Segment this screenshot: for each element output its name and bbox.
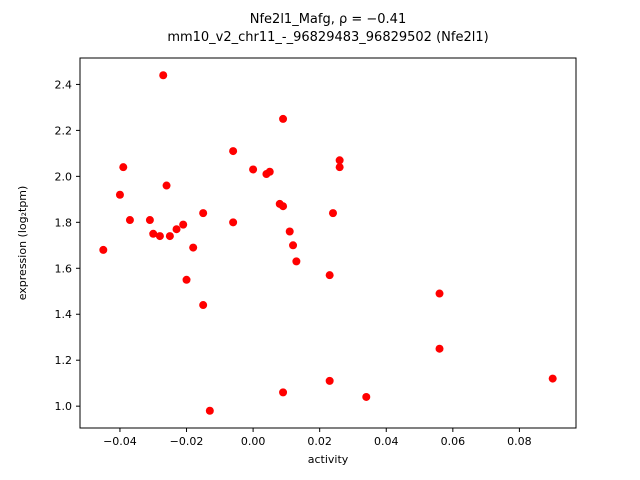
data-point bbox=[249, 165, 258, 174]
data-point bbox=[335, 163, 344, 172]
data-point bbox=[199, 209, 208, 218]
y-tick-label: 1.8 bbox=[55, 216, 73, 229]
data-point bbox=[199, 301, 208, 310]
data-point bbox=[292, 257, 301, 266]
data-point bbox=[325, 271, 334, 280]
y-tick-label: 1.2 bbox=[55, 354, 73, 367]
data-point bbox=[159, 71, 168, 80]
data-point bbox=[115, 190, 124, 199]
data-point bbox=[229, 147, 238, 156]
x-tick-label: 0.08 bbox=[507, 435, 532, 448]
y-tick-label: 1.6 bbox=[55, 262, 73, 275]
y-tick-label: 1.0 bbox=[55, 400, 73, 413]
data-point bbox=[362, 392, 371, 401]
data-point bbox=[182, 275, 191, 284]
data-point bbox=[335, 156, 344, 165]
y-tick-label: 2.0 bbox=[55, 170, 73, 183]
data-point bbox=[548, 374, 557, 383]
data-point bbox=[179, 220, 188, 229]
data-point bbox=[149, 229, 158, 238]
data-point bbox=[285, 227, 294, 236]
x-tick-label: −0.04 bbox=[103, 435, 137, 448]
data-point bbox=[145, 216, 154, 225]
x-tick-label: 0.04 bbox=[374, 435, 399, 448]
data-point bbox=[279, 114, 288, 123]
data-point bbox=[435, 289, 444, 298]
y-tick-label: 1.4 bbox=[55, 308, 73, 321]
x-tick-label: 0.02 bbox=[307, 435, 332, 448]
x-tick-label: 0.00 bbox=[241, 435, 266, 448]
data-point bbox=[279, 388, 288, 397]
data-point bbox=[325, 376, 334, 385]
y-axis-label: expression (log₂tpm) bbox=[16, 186, 29, 301]
data-point bbox=[165, 232, 174, 241]
data-point bbox=[125, 216, 134, 225]
points-layer bbox=[99, 71, 557, 415]
data-point bbox=[162, 181, 171, 190]
y-tick-label: 2.2 bbox=[55, 124, 73, 137]
data-point bbox=[289, 241, 298, 250]
data-point bbox=[189, 243, 198, 252]
data-point bbox=[172, 225, 181, 234]
chart-title-line2: mm10_v2_chr11_-_96829483_96829502 (Nfe2l… bbox=[167, 30, 488, 45]
data-point bbox=[265, 167, 274, 176]
data-point bbox=[435, 344, 444, 353]
ticks-layer: −0.04 −0.02 0.00 0.02 0.04 0.06 0.08 1.0 1.2 1.4 1… bbox=[55, 78, 532, 448]
x-tick-label: −0.02 bbox=[170, 435, 204, 448]
data-point bbox=[99, 245, 108, 254]
data-point bbox=[205, 406, 214, 415]
chart-title-line1: Nfe2l1_Mafg, ρ = −0.41 bbox=[250, 12, 406, 27]
axes-box bbox=[79, 57, 577, 429]
x-axis-label: activity bbox=[308, 453, 349, 466]
data-point bbox=[229, 218, 238, 227]
data-point bbox=[155, 232, 164, 241]
data-point bbox=[119, 163, 128, 172]
y-tick-label: 2.4 bbox=[55, 78, 73, 91]
data-point bbox=[279, 202, 288, 211]
x-tick-label: 0.06 bbox=[441, 435, 466, 448]
data-point bbox=[328, 209, 337, 218]
